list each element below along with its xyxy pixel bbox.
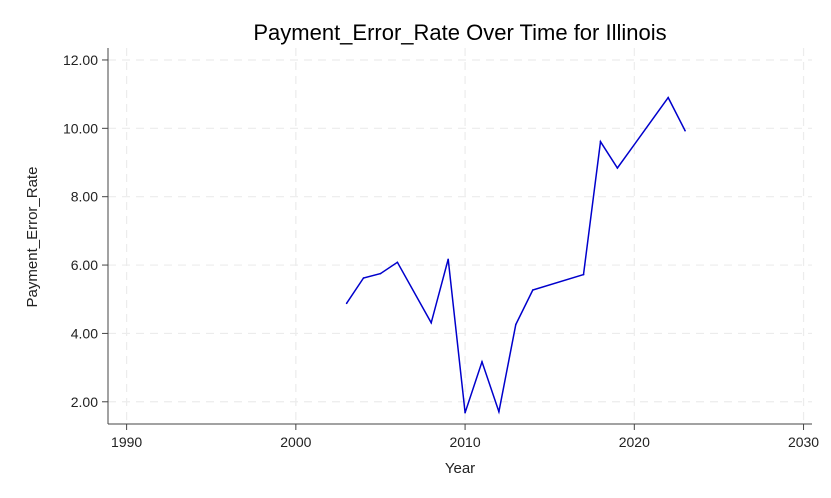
chart-title: Payment_Error_Rate Over Time for Illinoi… bbox=[253, 20, 666, 45]
grid bbox=[108, 48, 812, 424]
series bbox=[345, 96, 686, 415]
x-tick-label: 2000 bbox=[280, 434, 311, 450]
data-point bbox=[616, 167, 619, 169]
x-tick-label: 2030 bbox=[788, 434, 819, 450]
data-point bbox=[582, 273, 585, 276]
data-point bbox=[396, 261, 399, 264]
data-point bbox=[515, 323, 517, 326]
data-point bbox=[531, 289, 534, 291]
series-line bbox=[345, 96, 686, 415]
data-point bbox=[684, 129, 686, 132]
y-tick-label: 4.00 bbox=[71, 325, 98, 341]
y-tick-label: 12.00 bbox=[63, 52, 98, 68]
y-tick-label: 10.00 bbox=[63, 120, 98, 136]
data-point bbox=[379, 272, 382, 275]
data-point bbox=[599, 140, 602, 143]
x-axis-ticks: 1990 2000 2010 2020 2030 bbox=[111, 424, 819, 450]
axes bbox=[107, 48, 812, 425]
data-point bbox=[345, 302, 348, 305]
data-point bbox=[498, 410, 500, 413]
x-tick-label: 1990 bbox=[111, 434, 142, 450]
y-axis-ticks: 2.00 4.00 6.00 8.00 10.00 12.00 bbox=[63, 52, 108, 410]
data-point bbox=[481, 360, 483, 363]
data-point bbox=[667, 96, 669, 99]
x-axis-label: Year bbox=[445, 460, 475, 477]
data-point bbox=[430, 322, 433, 324]
y-tick-label: 6.00 bbox=[71, 257, 98, 273]
x-tick-label: 2010 bbox=[449, 434, 480, 450]
data-point bbox=[447, 258, 449, 261]
data-point bbox=[464, 411, 466, 414]
data-point bbox=[362, 277, 365, 279]
y-axis-label: Payment_Error_Rate bbox=[24, 167, 41, 308]
x-tick-label: 2020 bbox=[619, 434, 650, 450]
y-tick-label: 2.00 bbox=[71, 394, 98, 410]
y-tick-label: 8.00 bbox=[71, 189, 98, 205]
